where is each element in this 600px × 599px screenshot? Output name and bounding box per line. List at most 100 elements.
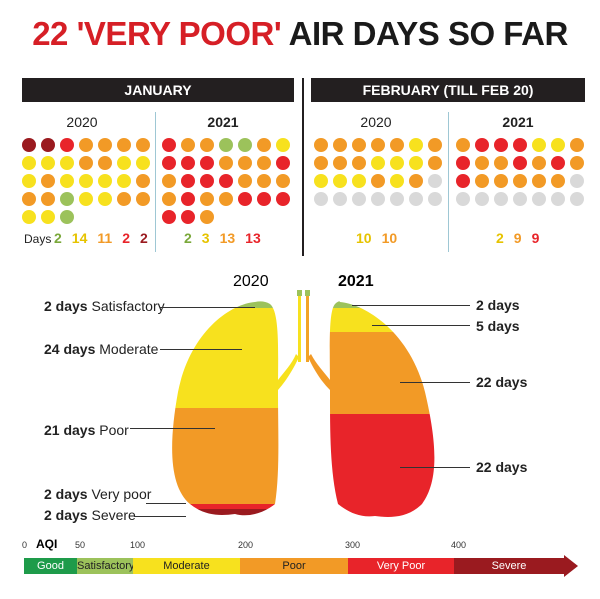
day-dot <box>475 192 489 206</box>
day-dot <box>409 156 423 170</box>
day-dot <box>238 174 252 188</box>
day-dot <box>200 174 214 188</box>
day-dot <box>200 210 214 224</box>
day-dot <box>98 156 112 170</box>
aqi-tick: 100 <box>130 540 146 550</box>
day-dot <box>532 138 546 152</box>
day-dot <box>513 156 527 170</box>
feb-2021-label: 2021 <box>502 114 534 130</box>
day-dot <box>162 138 176 152</box>
day-dot <box>276 192 290 206</box>
aqi-band-very-poor: Very Poor <box>348 558 454 574</box>
day-dot <box>428 156 442 170</box>
jan-2020-counts: 2 14 11 2 2 <box>54 230 158 248</box>
day-dot <box>257 138 271 152</box>
day-dot <box>532 192 546 206</box>
jan-2021-dot-grid <box>162 138 292 228</box>
day-dot <box>41 138 55 152</box>
left-label-very-poor: 2 days Very poor <box>44 486 152 502</box>
left-lung <box>172 301 279 516</box>
day-dot <box>428 192 442 206</box>
day-dot <box>551 138 565 152</box>
jan-2020-dot-grid <box>22 138 152 228</box>
day-count: 2 <box>122 230 130 246</box>
feb-2021-dot-grid <box>456 138 586 228</box>
aqi-label: AQI <box>36 537 58 551</box>
day-dot <box>136 156 150 170</box>
day-dot <box>513 174 527 188</box>
leader-line <box>160 307 255 308</box>
aqi-tick: 300 <box>345 540 361 550</box>
day-dot <box>60 156 74 170</box>
day-dot <box>98 192 112 206</box>
day-dot <box>570 138 584 152</box>
day-dot <box>238 138 252 152</box>
day-count: 9 <box>531 230 540 246</box>
day-dot <box>257 192 271 206</box>
day-dot <box>532 156 546 170</box>
day-dot <box>428 138 442 152</box>
day-dot <box>181 192 195 206</box>
day-dot <box>257 156 271 170</box>
day-dot <box>352 192 366 206</box>
day-dot <box>219 138 233 152</box>
day-count: 10 <box>356 230 372 246</box>
day-dot <box>79 138 93 152</box>
day-dot <box>98 174 112 188</box>
lungs-illustration <box>172 290 435 517</box>
day-dot <box>79 192 93 206</box>
day-dot <box>41 210 55 224</box>
day-dot <box>200 138 214 152</box>
day-dot <box>494 156 508 170</box>
day-dot <box>371 174 385 188</box>
day-dot <box>333 192 347 206</box>
title-highlight: 22 'VERY POOR' <box>32 15 282 52</box>
aqi-band-poor: Poor <box>240 558 348 574</box>
scale-arrow-icon <box>564 555 578 577</box>
day-dot <box>314 156 328 170</box>
day-count: 13 <box>219 230 236 246</box>
day-dot <box>551 192 565 206</box>
feb-2020-dot-grid <box>314 138 444 228</box>
day-dot <box>570 192 584 206</box>
day-dot <box>570 156 584 170</box>
day-dot <box>200 192 214 206</box>
day-dot <box>513 138 527 152</box>
right-label-satisfactory: 2 days <box>476 297 520 313</box>
day-dot <box>371 138 385 152</box>
day-dot <box>162 156 176 170</box>
jan-year-divider <box>155 112 156 252</box>
day-dot <box>79 156 93 170</box>
day-dot <box>456 156 470 170</box>
day-dot <box>41 174 55 188</box>
day-dot <box>494 174 508 188</box>
lungs-year-2021: 2021 <box>338 273 374 290</box>
page-title: 22 'VERY POOR' AIR DAYS SO FAR <box>14 14 586 54</box>
day-dot <box>371 192 385 206</box>
day-dot <box>276 156 290 170</box>
leader-line <box>352 305 470 306</box>
day-dot <box>219 156 233 170</box>
day-dot <box>456 174 470 188</box>
day-dot <box>238 156 252 170</box>
left-label-severe: 2 days Severe <box>44 507 136 523</box>
day-dot <box>390 138 404 152</box>
day-dot <box>181 174 195 188</box>
day-dot <box>162 174 176 188</box>
day-dot <box>276 138 290 152</box>
day-dot <box>117 156 131 170</box>
day-dot <box>238 192 252 206</box>
aqi-tick: 0 <box>22 540 28 550</box>
day-count: 2 <box>139 230 148 246</box>
left-label-moderate: 24 days Moderate <box>44 341 159 357</box>
day-dot <box>162 210 176 224</box>
month-divider <box>302 78 304 256</box>
day-dot <box>409 192 423 206</box>
day-dot <box>257 174 271 188</box>
right-label-moderate: 5 days <box>476 318 520 334</box>
day-dot <box>456 138 470 152</box>
day-dot <box>22 210 36 224</box>
aqi-tick: 50 <box>75 540 86 550</box>
day-count: 2 <box>54 230 62 246</box>
